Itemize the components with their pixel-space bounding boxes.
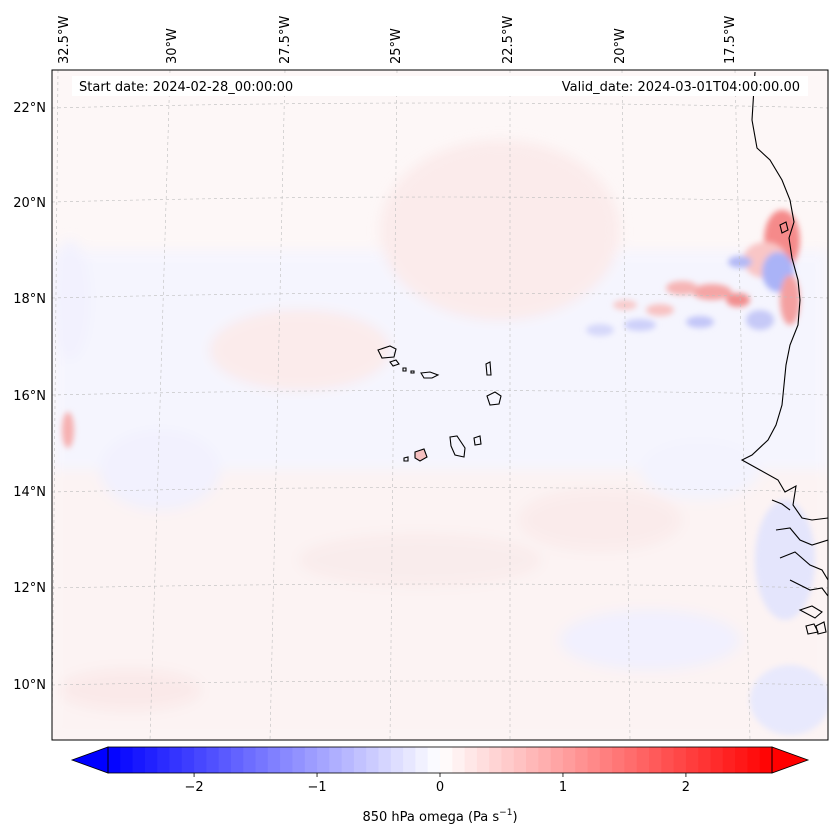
- colorbar-segment: [341, 747, 355, 773]
- lon-label: 27.5°W: [278, 16, 293, 64]
- latitude-labels: 22°N 20°N 18°N 16°N 14°N 12°N 10°N: [13, 101, 46, 693]
- colorbar-segment: [267, 747, 281, 773]
- colorbar-segment: [452, 747, 466, 773]
- lat-label: 16°N: [13, 389, 46, 404]
- lon-label: 17.5°W: [723, 16, 738, 64]
- colorbar-segment: [538, 747, 552, 773]
- colorbar-segment: [329, 747, 343, 773]
- colorbar-tick-label: −1: [307, 780, 326, 795]
- colorbar-segment: [636, 747, 650, 773]
- coastlines: [377, 71, 828, 635]
- colorbar-segment: [513, 747, 527, 773]
- colorbar-segment: [206, 747, 220, 773]
- colorbar-segment: [735, 747, 749, 773]
- colorbar-segment: [390, 747, 404, 773]
- colorbar-segment: [378, 747, 392, 773]
- colorbar-segment: [255, 747, 269, 773]
- colorbar-tick-label: 2: [682, 780, 690, 795]
- colorbar-segment: [292, 747, 306, 773]
- graticule: [52, 70, 828, 740]
- colorbar-segment: [759, 747, 773, 773]
- colorbar-segment: [587, 747, 601, 773]
- colorbar-segment: [120, 747, 134, 773]
- colorbar-segment: [218, 747, 232, 773]
- valid-date: Valid_date: 2024-03-01T04:00:00.00: [562, 80, 800, 95]
- header-box: [72, 76, 808, 96]
- colorbar-segment: [280, 747, 294, 773]
- colorbar-segment: [550, 747, 564, 773]
- colorbar-segment: [181, 747, 195, 773]
- lat-label: 22°N: [13, 101, 46, 116]
- island-fogo: [414, 448, 428, 462]
- map-frame: [51, 69, 829, 741]
- colorbar-segment: [501, 747, 515, 773]
- colorbar-segment: [366, 747, 380, 773]
- colorbar-segment: [624, 747, 638, 773]
- colorbar-segments: [108, 747, 773, 773]
- island-santiago: [449, 435, 466, 458]
- colorbar-segment: [649, 747, 662, 773]
- colorbar-segment: [612, 747, 626, 773]
- colorbar-segment: [304, 747, 318, 773]
- lat-label: 14°N: [13, 485, 46, 500]
- lon-label: 22.5°W: [501, 16, 516, 64]
- island-brava: [403, 456, 409, 462]
- colorbar-segment: [169, 747, 183, 773]
- colorbar: −2 −1 0 1 2 850 hPa omega (Pa s−1): [70, 746, 810, 825]
- lon-label: 30°W: [165, 28, 180, 64]
- island-santo-antao: [377, 345, 397, 359]
- colorbar-segment: [194, 747, 207, 773]
- lon-label: 32.5°W: [57, 16, 72, 64]
- colorbar-segment: [698, 747, 712, 773]
- colorbar-segment: [710, 747, 724, 773]
- colorbar-segment: [476, 747, 490, 773]
- colorbar-segment: [562, 747, 576, 773]
- map-panel: Start date: 2024-02-28_00:00:00 Valid_da…: [51, 69, 829, 741]
- lat-label: 18°N: [13, 292, 46, 307]
- colorbar-segment: [722, 747, 736, 773]
- colorbar-segment: [144, 747, 158, 773]
- colorbar-segment: [403, 747, 417, 773]
- start-date: Start date: 2024-02-28_00:00:00: [79, 80, 293, 95]
- island-boa-vista: [486, 391, 502, 406]
- colorbar-label: 850 hPa omega (Pa s−1): [362, 808, 517, 825]
- colorbar-segment: [747, 747, 761, 773]
- colorbar-segment: [132, 747, 146, 773]
- colorbar-segment: [599, 747, 613, 773]
- colorbar-ticks: −2 −1 0 1 2: [184, 773, 690, 795]
- colorbar-segment: [353, 747, 367, 773]
- colorbar-segment: [464, 747, 478, 773]
- colorbar-segment: [575, 747, 589, 773]
- colorbar-segment: [685, 747, 699, 773]
- colorbar-segment: [526, 747, 539, 773]
- lon-label: 25°W: [389, 28, 404, 64]
- colorbar-segment: [427, 747, 441, 773]
- colorbar-segment: [230, 747, 244, 773]
- colorbar-tick-label: −2: [184, 780, 203, 795]
- omega-field: [52, 140, 828, 740]
- colorbar-tick-label: 0: [436, 780, 444, 795]
- island-maio: [473, 435, 482, 446]
- lat-label: 10°N: [13, 678, 46, 693]
- colorbar-segment: [108, 747, 121, 773]
- colorbar-segment: [440, 747, 453, 773]
- colorbar-tick-label: 1: [559, 780, 567, 795]
- colorbar-segment: [317, 747, 330, 773]
- colorbar-segment: [661, 747, 675, 773]
- colorbar-max-extend: [771, 746, 810, 774]
- west-africa-coastline: [740, 71, 828, 521]
- colorbar-segment: [489, 747, 503, 773]
- colorbar-segment: [673, 747, 687, 773]
- colorbar-min-extend: [70, 746, 109, 774]
- longitude-labels: 32.5°W 30°W 27.5°W 25°W 22.5°W 20°W 17.5…: [57, 16, 738, 64]
- colorbar-segment: [243, 747, 257, 773]
- colorbar-segment: [157, 747, 171, 773]
- lat-label: 12°N: [13, 581, 46, 596]
- lon-label: 20°W: [613, 28, 628, 64]
- island-sal: [485, 361, 492, 376]
- colorbar-segment: [415, 747, 429, 773]
- lat-label: 20°N: [13, 196, 46, 211]
